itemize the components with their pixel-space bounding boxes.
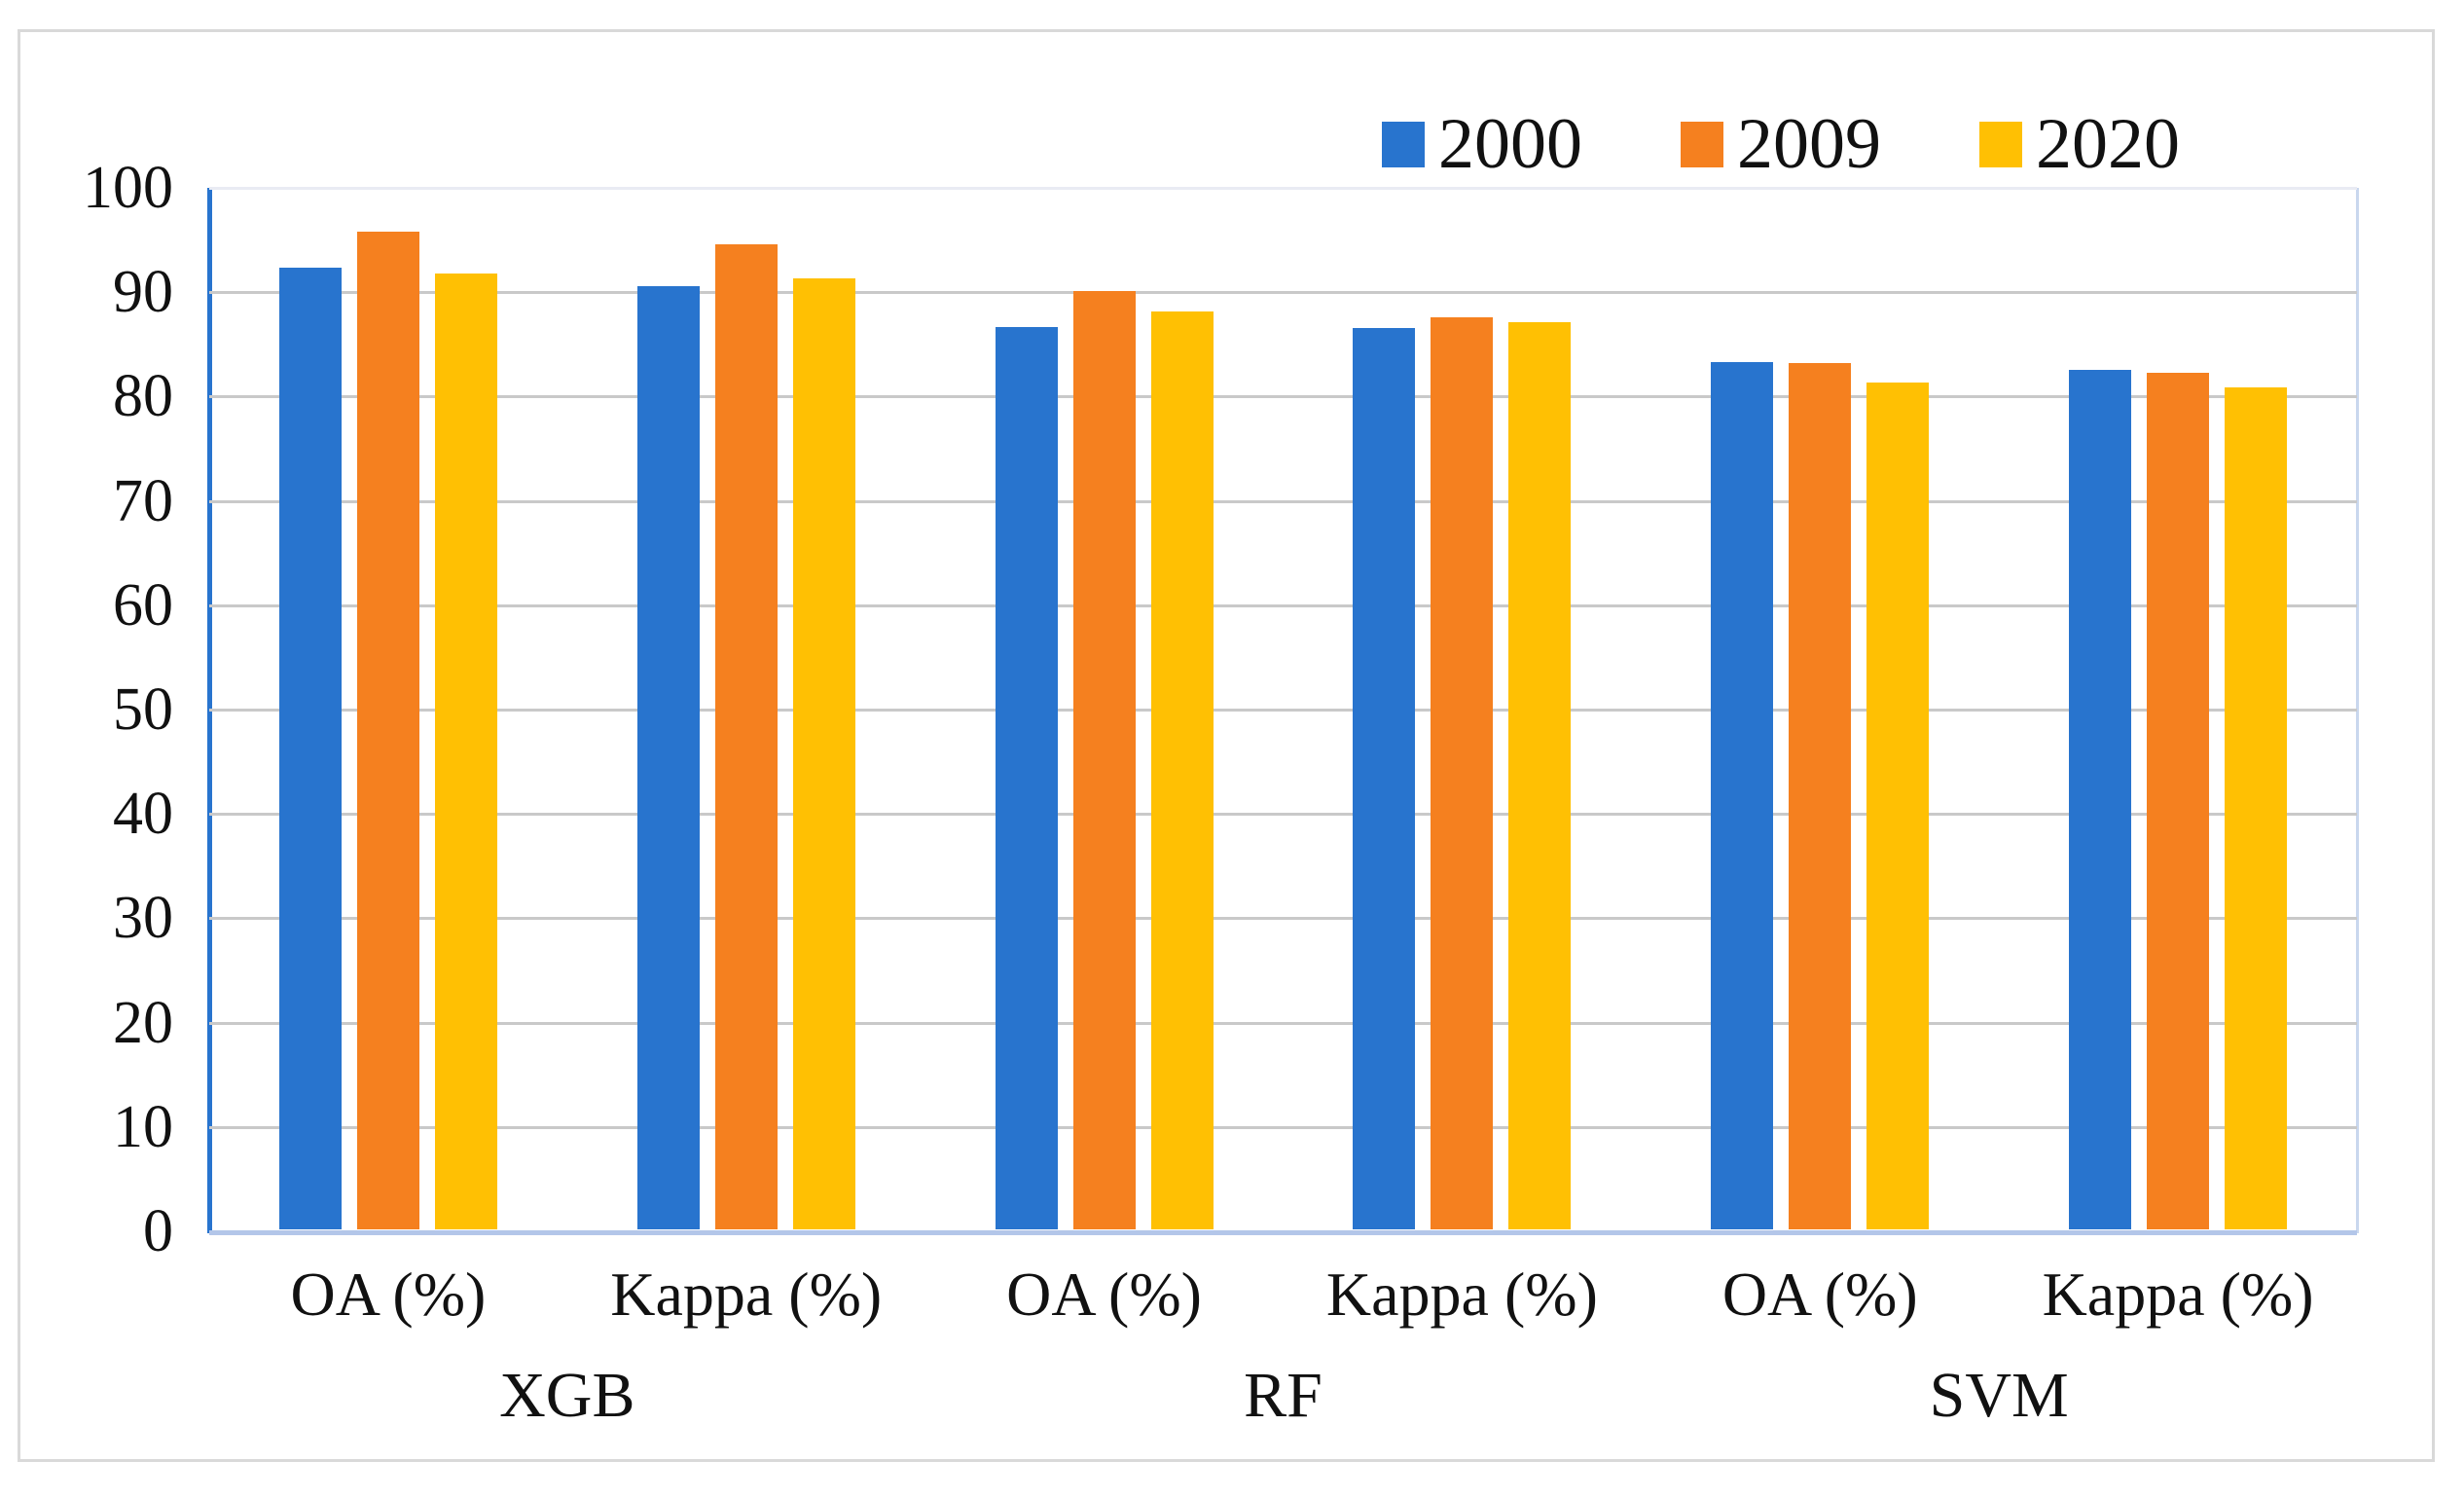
bar-group-3-oa xyxy=(925,186,1284,1229)
bar-2000-oa-3 xyxy=(995,326,1058,1229)
gridline-0 xyxy=(209,1230,2357,1235)
bar-2009-oa-1 xyxy=(356,232,419,1229)
gridline-50 xyxy=(209,709,2357,712)
legend-label-2009: 2009 xyxy=(1737,104,1881,184)
legend-label-2020: 2020 xyxy=(2036,104,2180,184)
bar-2000-kappa-6 xyxy=(2069,369,2132,1229)
bar-2020-kappa-6 xyxy=(2225,386,2288,1229)
gridline-10 xyxy=(209,1125,2357,1129)
x-group-label-rf: RF xyxy=(1244,1360,1323,1431)
legend-item-2000: 2000 xyxy=(1382,102,1582,186)
x-category-label-6-kappa: Kappa (%) xyxy=(2042,1260,2314,1329)
chart-frame: 2000 2009 2020 xyxy=(18,29,2435,1462)
gridline-100 xyxy=(209,187,2357,190)
legend-marker-2009 xyxy=(1681,121,1723,167)
bar-2009-kappa-6 xyxy=(2147,372,2210,1229)
plot-area xyxy=(207,186,2359,1235)
y-tick-label-60: 60 xyxy=(113,571,173,639)
gridline-80 xyxy=(209,395,2357,399)
x-category-label-4-kappa: Kappa (%) xyxy=(1325,1260,1598,1329)
bar-2020-kappa-4 xyxy=(1508,322,1572,1229)
bar-group-1-oa xyxy=(209,186,567,1229)
x-category-label-5-oa: OA (%) xyxy=(1721,1260,1918,1329)
gridline-60 xyxy=(209,603,2357,607)
bar-group-2-kappa xyxy=(567,186,925,1229)
legend-item-2020: 2020 xyxy=(1979,102,2180,186)
bar-2000-kappa-4 xyxy=(1353,327,1416,1229)
y-tick-label-10: 10 xyxy=(113,1093,173,1160)
bar-2009-oa-5 xyxy=(1789,363,1852,1229)
bar-2020-oa-1 xyxy=(434,274,497,1229)
bar-2000-oa-5 xyxy=(1711,362,1774,1229)
x-category-label-2-kappa: Kappa (%) xyxy=(610,1260,883,1329)
legend: 2000 2009 2020 xyxy=(1382,102,2180,186)
y-tick-label-100: 100 xyxy=(83,155,173,221)
y-tick-label-50: 50 xyxy=(113,676,173,743)
gridline-40 xyxy=(209,813,2357,817)
bar-group-6-kappa xyxy=(1999,186,2357,1229)
y-tick-label-0: 0 xyxy=(143,1198,173,1264)
x-group-label-svm: SVM xyxy=(1929,1360,2069,1431)
y-tick-label-80: 80 xyxy=(113,363,173,430)
gridline-20 xyxy=(209,1021,2357,1025)
bar-group-5-oa xyxy=(1641,186,1999,1229)
x-category-label-3-oa: OA (%) xyxy=(1006,1260,1202,1329)
plot-right-border xyxy=(2356,188,2359,1233)
legend-item-2009: 2009 xyxy=(1681,102,1881,186)
legend-marker-2000 xyxy=(1382,121,1425,167)
bar-2000-oa-1 xyxy=(278,267,342,1229)
bar-2009-kappa-2 xyxy=(714,244,778,1229)
gridline-90 xyxy=(209,291,2357,295)
legend-label-2000: 2000 xyxy=(1438,104,1582,184)
bar-group-4-kappa xyxy=(1284,186,1642,1229)
gridline-70 xyxy=(209,499,2357,503)
x-group-label-xgb: XGB xyxy=(499,1360,635,1431)
y-tick-label-30: 30 xyxy=(113,885,173,952)
bar-2020-oa-3 xyxy=(1150,311,1214,1229)
y-tick-label-20: 20 xyxy=(113,989,173,1056)
bar-2020-kappa-2 xyxy=(792,278,855,1229)
bar-2009-oa-3 xyxy=(1072,291,1136,1229)
y-tick-label-90: 90 xyxy=(113,259,173,326)
y-tick-label-70: 70 xyxy=(113,467,173,534)
bar-2000-kappa-2 xyxy=(636,285,700,1229)
gridline-30 xyxy=(209,917,2357,921)
y-tick-label-40: 40 xyxy=(113,781,173,848)
bar-2020-oa-5 xyxy=(1866,382,1930,1229)
legend-marker-2020 xyxy=(1979,121,2022,167)
x-category-label-1-oa: OA (%) xyxy=(290,1260,487,1329)
bar-2009-kappa-4 xyxy=(1431,317,1494,1229)
